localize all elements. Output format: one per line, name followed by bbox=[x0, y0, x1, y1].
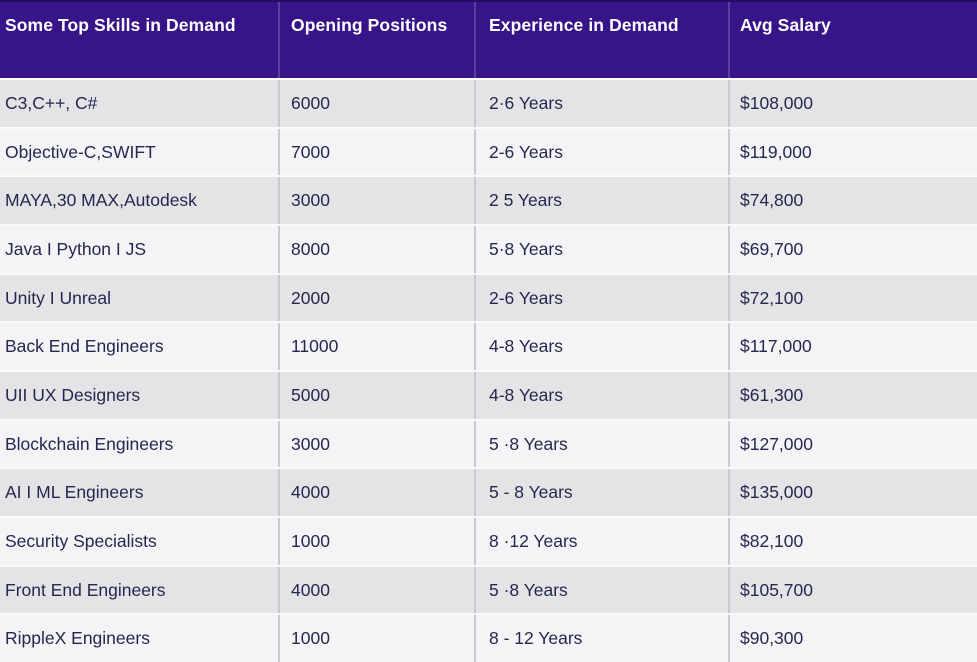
cell-experience: 8 - 12 Years bbox=[474, 615, 728, 662]
cell-salary: $108,000 bbox=[728, 80, 977, 127]
cell-skill: Java I Python I JS bbox=[5, 238, 147, 259]
cell-openings: 6000 bbox=[278, 80, 474, 127]
table-body: C3,C++, C# 6000 2·6 Years $108,000 Objec… bbox=[0, 78, 977, 662]
cell-salary: $69,700 bbox=[728, 226, 977, 273]
table-row: MAYA,30 MAX,Autodesk 3000 2 5 Years $74,… bbox=[0, 175, 977, 225]
header-cell-salary: Avg Salary bbox=[728, 2, 977, 78]
table-row: C3,C++, C# 6000 2·6 Years $108,000 bbox=[0, 78, 977, 127]
cell-skill: C3,C++, C# bbox=[5, 92, 98, 113]
cell-skill: UII UX Designers bbox=[5, 384, 141, 405]
cell-salary: $135,000 bbox=[728, 469, 977, 517]
cell-openings: 4000 bbox=[278, 566, 474, 614]
header-cell-openings: Opening Positions bbox=[278, 2, 474, 78]
cell-openings: 4000 bbox=[278, 469, 474, 517]
cell-salary: $74,800 bbox=[728, 177, 977, 225]
cell-openings: 3000 bbox=[278, 420, 474, 468]
cell-salary: $72,100 bbox=[728, 274, 977, 322]
cell-experience: 5 - 8 Years bbox=[474, 469, 728, 517]
cell-experience: 5 ·8 Years bbox=[474, 566, 728, 614]
cell-openings: 1000 bbox=[278, 615, 474, 662]
cell-skill: Blockchain Engineers bbox=[5, 433, 174, 454]
cell-openings: 7000 bbox=[278, 128, 474, 176]
cell-experience: 2·6 Years bbox=[474, 80, 728, 127]
cell-skill: Back End Engineers bbox=[5, 336, 164, 357]
cell-experience: 8 ·12 Years bbox=[474, 518, 728, 565]
cell-skill: Objective-C,SWIFT bbox=[5, 141, 156, 162]
cell-experience: 2-6 Years bbox=[474, 274, 728, 322]
table-row: Blockchain Engineers 3000 5 ·8 Years $12… bbox=[0, 418, 977, 468]
table-row: AI I ML Engineers 4000 5 - 8 Years $135,… bbox=[0, 467, 977, 517]
cell-salary: $61,300 bbox=[728, 372, 977, 419]
header-cell-experience: Experience in Demand bbox=[474, 2, 728, 78]
table-row: Front End Engineers 4000 5 ·8 Years $105… bbox=[0, 564, 977, 614]
cell-salary: $105,700 bbox=[728, 566, 977, 614]
cell-experience: 5 ·8 Years bbox=[474, 420, 728, 468]
cell-experience: 2 5 Years bbox=[474, 177, 728, 225]
table-row: RippleX Engineers 1000 8 - 12 Years $90,… bbox=[0, 613, 977, 662]
cell-salary: $117,000 bbox=[728, 323, 977, 371]
cell-skill: Front End Engineers bbox=[5, 579, 166, 600]
cell-experience: 5·8 Years bbox=[474, 226, 728, 273]
cell-skill: MAYA,30 MAX,Autodesk bbox=[5, 190, 197, 211]
cell-openings: 5000 bbox=[278, 372, 474, 419]
cell-experience: 4-8 Years bbox=[474, 323, 728, 371]
cell-openings: 1000 bbox=[278, 518, 474, 565]
table-row: Security Specialists 1000 8 ·12 Years $8… bbox=[0, 516, 977, 565]
table-row: UII UX Designers 5000 4-8 Years $61,300 bbox=[0, 370, 977, 419]
cell-experience: 2-6 Years bbox=[474, 128, 728, 176]
cell-openings: 8000 bbox=[278, 226, 474, 273]
cell-skill: Unity I Unreal bbox=[5, 287, 112, 308]
header-cell-skills: Some Top Skills in Demand bbox=[5, 15, 236, 35]
table-header-row: Some Top Skills in Demand Opening Positi… bbox=[0, 0, 977, 78]
cell-salary: $127,000 bbox=[728, 420, 977, 468]
cell-salary: $90,300 bbox=[728, 615, 977, 662]
cell-salary: $82,100 bbox=[728, 518, 977, 565]
table-row: Back End Engineers 11000 4-8 Years $117,… bbox=[0, 321, 977, 371]
cell-salary: $119,000 bbox=[728, 128, 977, 176]
table-row: Objective-C,SWIFT 7000 2-6 Years $119,00… bbox=[0, 126, 977, 176]
cell-openings: 3000 bbox=[278, 177, 474, 225]
table-row: Unity I Unreal 2000 2-6 Years $72,100 bbox=[0, 272, 977, 322]
cell-openings: 2000 bbox=[278, 274, 474, 322]
table-row: Java I Python I JS 8000 5·8 Years $69,70… bbox=[0, 224, 977, 273]
cell-skill: RippleX Engineers bbox=[5, 628, 150, 649]
cell-skill: Security Specialists bbox=[5, 530, 157, 551]
cell-skill: AI I ML Engineers bbox=[5, 482, 144, 503]
cell-experience: 4-8 Years bbox=[474, 372, 728, 419]
cell-openings: 11000 bbox=[278, 323, 474, 371]
